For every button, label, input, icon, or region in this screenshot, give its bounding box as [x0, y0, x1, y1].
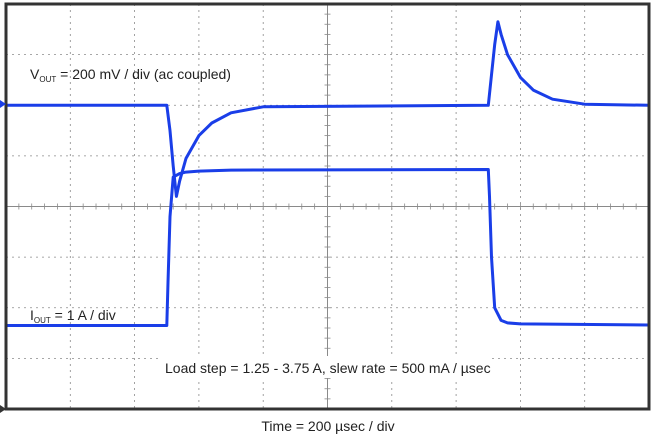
ch2-marker-icon: [0, 405, 6, 413]
iout-label-prefix: I: [30, 307, 34, 323]
load-step-label-background: [162, 356, 492, 378]
load-step-label: Load step = 1.25 - 3.75 A, slew rate = 5…: [165, 360, 491, 376]
iout-label-subscript: OUT: [34, 316, 51, 325]
time-scale-label: Time = 200 µsec / div: [261, 418, 394, 434]
grid: [6, 4, 649, 409]
vout-trace: [4, 20, 651, 198]
vout-label-subscript: OUT: [39, 75, 56, 84]
iout-label-text: = 1 A / div: [51, 307, 116, 323]
iout-label: IOUT = 1 A / div: [30, 307, 116, 325]
vout-label: VOUT = 200 mV / div (ac coupled): [30, 66, 231, 84]
vout-label-text: = 200 mV / div (ac coupled): [56, 66, 231, 82]
plot-frame: [4, 2, 651, 411]
vout-label-prefix: V: [30, 66, 40, 82]
ch1-marker-icon: [0, 100, 6, 108]
traces: [4, 20, 651, 327]
iout-trace: [4, 168, 651, 327]
